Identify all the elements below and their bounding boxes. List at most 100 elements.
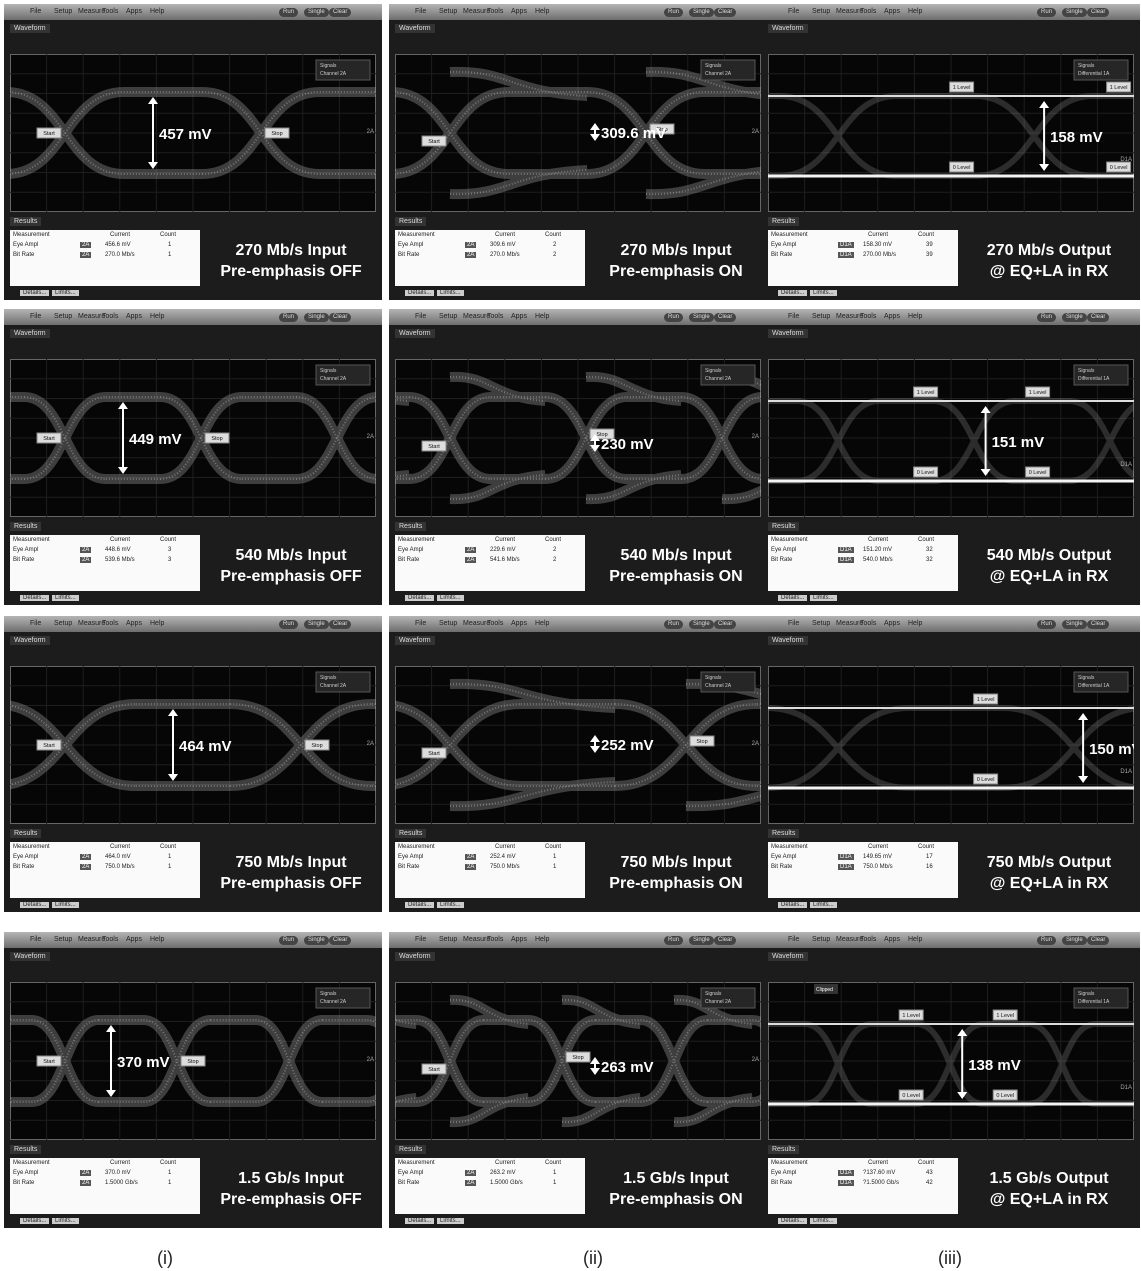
results-tab[interactable]: Results [768, 217, 799, 226]
footer-button[interactable]: Limits... [437, 595, 464, 601]
menu-item[interactable]: Tools [860, 620, 876, 627]
toolbar-button[interactable]: Clear [714, 620, 736, 629]
toolbar-button[interactable]: Single [1062, 936, 1087, 945]
menu-item[interactable]: Help [150, 313, 164, 320]
menu-item[interactable]: File [415, 620, 426, 627]
toolbar-button[interactable]: Single [1062, 8, 1087, 17]
toolbar-button[interactable]: Run [279, 620, 298, 629]
toolbar-button[interactable]: Run [1037, 313, 1056, 322]
menu-item[interactable]: Help [908, 620, 922, 627]
toolbar-button[interactable]: Clear [329, 313, 351, 322]
menu-item[interactable]: File [30, 313, 41, 320]
footer-button[interactable]: Details... [20, 1218, 49, 1224]
footer-button[interactable]: Limits... [437, 902, 464, 908]
toolbar-button[interactable]: Clear [714, 313, 736, 322]
toolbar-button[interactable]: Clear [714, 8, 736, 17]
menu-item[interactable]: File [788, 8, 799, 15]
menu-item[interactable]: Apps [511, 936, 527, 943]
menu-item[interactable]: Apps [884, 936, 900, 943]
menu-item[interactable]: Apps [126, 936, 142, 943]
menu-item[interactable]: File [788, 620, 799, 627]
footer-button[interactable]: Limits... [810, 902, 837, 908]
menu-item[interactable]: Help [535, 8, 549, 15]
results-tab[interactable]: Results [395, 522, 426, 531]
toolbar-button[interactable]: Single [304, 8, 329, 17]
toolbar-button[interactable]: Single [689, 620, 714, 629]
menu-item[interactable]: File [30, 8, 41, 15]
menu-item[interactable]: Setup [54, 620, 72, 627]
menu-item[interactable]: Help [908, 8, 922, 15]
menu-item[interactable]: Apps [126, 620, 142, 627]
menu-item[interactable]: Help [150, 936, 164, 943]
toolbar-button[interactable]: Clear [1087, 8, 1109, 17]
menu-item[interactable]: Tools [487, 313, 503, 320]
menu-item[interactable]: Setup [812, 936, 830, 943]
results-tab[interactable]: Results [10, 522, 41, 531]
waveform-tab[interactable]: Waveform [768, 636, 808, 645]
footer-button[interactable]: Details... [778, 290, 807, 296]
menu-item[interactable]: Setup [439, 8, 457, 15]
toolbar-button[interactable]: Run [664, 8, 683, 17]
toolbar-button[interactable]: Clear [1087, 620, 1109, 629]
waveform-tab[interactable]: Waveform [768, 329, 808, 338]
toolbar-button[interactable]: Single [689, 936, 714, 945]
toolbar-button[interactable]: Run [279, 936, 298, 945]
waveform-tab[interactable]: Waveform [10, 24, 50, 33]
menu-item[interactable]: Help [908, 936, 922, 943]
menu-item[interactable]: File [30, 936, 41, 943]
menu-item[interactable]: Apps [884, 8, 900, 15]
menu-item[interactable]: Setup [54, 313, 72, 320]
toolbar-button[interactable]: Single [689, 8, 714, 17]
footer-button[interactable]: Details... [20, 290, 49, 296]
footer-button[interactable]: Details... [405, 1218, 434, 1224]
footer-button[interactable]: Details... [20, 595, 49, 601]
footer-button[interactable]: Limits... [52, 595, 79, 601]
toolbar-button[interactable]: Single [304, 620, 329, 629]
toolbar-button[interactable]: Clear [1087, 936, 1109, 945]
menu-item[interactable]: Help [535, 936, 549, 943]
results-tab[interactable]: Results [395, 217, 426, 226]
menu-item[interactable]: File [415, 936, 426, 943]
menu-item[interactable]: Setup [439, 313, 457, 320]
footer-button[interactable]: Details... [778, 1218, 807, 1224]
toolbar-button[interactable]: Run [664, 936, 683, 945]
waveform-tab[interactable]: Waveform [10, 636, 50, 645]
footer-button[interactable]: Limits... [437, 1218, 464, 1224]
menu-item[interactable]: Help [908, 313, 922, 320]
toolbar-button[interactable]: Clear [329, 936, 351, 945]
menu-item[interactable]: Setup [54, 8, 72, 15]
footer-button[interactable]: Limits... [810, 1218, 837, 1224]
toolbar-button[interactable]: Single [689, 313, 714, 322]
toolbar-button[interactable]: Single [304, 936, 329, 945]
menu-item[interactable]: File [788, 313, 799, 320]
toolbar-button[interactable]: Run [279, 8, 298, 17]
menu-item[interactable]: Tools [860, 936, 876, 943]
menu-item[interactable]: Setup [812, 8, 830, 15]
menu-item[interactable]: Tools [102, 936, 118, 943]
menu-item[interactable]: Tools [102, 620, 118, 627]
menu-item[interactable]: Apps [126, 313, 142, 320]
menu-item[interactable]: Help [535, 620, 549, 627]
footer-button[interactable]: Details... [20, 902, 49, 908]
toolbar-button[interactable]: Single [304, 313, 329, 322]
waveform-tab[interactable]: Waveform [395, 329, 435, 338]
footer-button[interactable]: Details... [405, 290, 434, 296]
menu-item[interactable]: Tools [860, 8, 876, 15]
menu-item[interactable]: File [30, 620, 41, 627]
menu-item[interactable]: Apps [884, 313, 900, 320]
results-tab[interactable]: Results [10, 829, 41, 838]
toolbar-button[interactable]: Clear [329, 620, 351, 629]
footer-button[interactable]: Limits... [52, 902, 79, 908]
results-tab[interactable]: Results [395, 1145, 426, 1154]
menu-item[interactable]: File [415, 313, 426, 320]
menu-item[interactable]: Setup [812, 620, 830, 627]
waveform-tab[interactable]: Waveform [395, 952, 435, 961]
menu-item[interactable]: Help [150, 620, 164, 627]
menu-item[interactable]: Apps [884, 620, 900, 627]
menu-item[interactable]: Apps [511, 8, 527, 15]
menu-item[interactable]: File [415, 8, 426, 15]
menu-item[interactable]: File [788, 936, 799, 943]
menu-item[interactable]: Apps [511, 620, 527, 627]
waveform-tab[interactable]: Waveform [768, 24, 808, 33]
menu-item[interactable]: Tools [487, 936, 503, 943]
